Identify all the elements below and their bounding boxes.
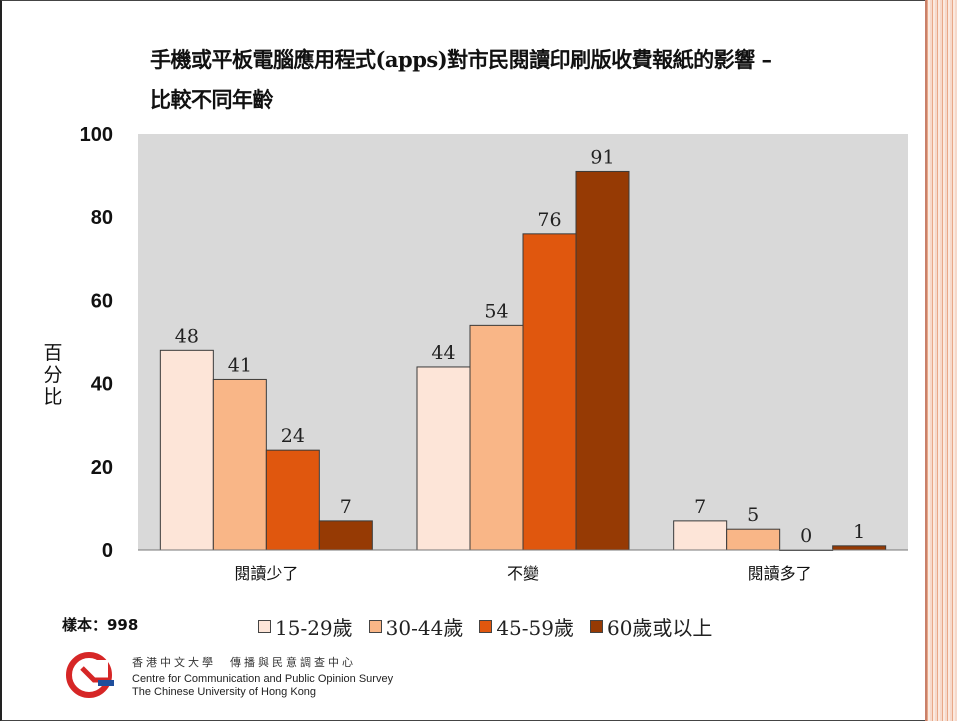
legend-label: 30-44歲 [385,616,464,640]
bar [673,520,728,551]
legend-label: 15-29歲 [275,616,353,640]
bar [522,233,577,551]
legend-swatch [368,620,382,633]
bar [832,545,887,551]
legend-swatch [258,620,271,633]
bar [469,324,524,551]
bar-value-label: 54 [484,300,508,322]
bar [575,170,630,551]
org-chinese-name: 香港中文大學 傳播與民意調查中心 [132,656,356,669]
bar [265,449,320,551]
legend-swatch [589,620,603,633]
y-tick-label: 20 [91,457,113,479]
chart-title-line2: 比較不同年齡 [150,87,274,112]
bar-value-label: 7 [694,496,706,518]
y-tick-label: 60 [91,290,113,312]
bar-value-label: 1 [853,521,865,543]
university-name: The Chinese University of Hong Kong [132,686,317,698]
legend-label: 45-59歲 [496,616,574,640]
bar-value-label: 0 [800,525,812,547]
legend-item: 45-59歲 [479,612,574,641]
decorative-stripe [925,0,957,721]
y-tick-label: 80 [91,207,113,229]
bar [416,366,471,551]
x-category-label: 閱讀多了 [748,564,812,583]
org-english-name: Centre for Communication and Public Opin… [132,673,394,685]
bar [726,528,781,551]
bar-value-label: 44 [431,342,455,364]
cuhk-logo-icon [66,652,114,698]
bar [212,378,267,551]
chart-legend: 15-29歲 30-44歲 45-59歲 60歲或以上 [258,612,712,641]
x-category-label: 不變 [507,564,539,583]
legend-item: 60歲或以上 [589,612,713,641]
bar-value-label: 24 [281,425,305,447]
y-tick-label: 0 [102,540,113,562]
legend-swatch [479,620,493,633]
bar [159,349,214,551]
sample-size: 樣本：998 [62,616,139,634]
y-axis-label: 百分比 [43,342,63,408]
chart-title-line1: 手機或平板電腦應用程式(apps)對市民閱讀印刷版收費報紙的影響 – [150,47,772,72]
bar-value-label: 91 [590,146,614,168]
bar [318,520,373,551]
x-category-label: 閱讀少了 [234,564,298,583]
bar-value-label: 41 [228,354,252,376]
legend-item: 15-29歲 [258,612,353,641]
org-block: 香港中文大學 傳播與民意調查中心 Centre for Communicatio… [132,654,393,699]
bar-value-label: 7 [340,496,352,518]
bar-value-label: 5 [747,504,759,526]
y-tick-label: 40 [91,374,113,396]
bar-value-label: 76 [537,209,561,231]
bar-value-label: 48 [175,325,199,347]
legend-item: 30-44歲 [368,612,464,641]
legend-label: 60歲或以上 [606,616,713,640]
y-tick-label: 100 [80,124,113,146]
